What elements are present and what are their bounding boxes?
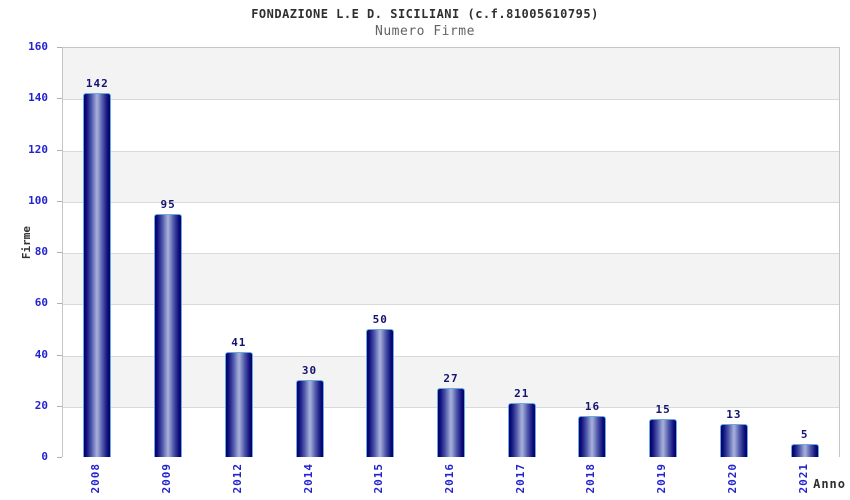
y-tick-mark bbox=[57, 354, 62, 356]
x-tick-label: 2018 bbox=[584, 463, 598, 494]
bar-value-label: 21 bbox=[514, 387, 530, 401]
x-tick-label: 2008 bbox=[89, 463, 103, 494]
bar-2008 bbox=[83, 93, 112, 457]
y-tick-label: 140 bbox=[28, 91, 48, 105]
bar-2015 bbox=[366, 328, 395, 457]
y-tick-mark bbox=[57, 149, 62, 151]
y-tick-mark bbox=[57, 47, 62, 48]
x-tick-label: 2020 bbox=[725, 463, 739, 494]
x-tick-label: 2016 bbox=[443, 463, 456, 494]
bar-2016 bbox=[437, 387, 465, 457]
gridline bbox=[63, 201, 839, 203]
bar-value-label: 95 bbox=[160, 197, 176, 211]
x-tick-label: 2015 bbox=[372, 463, 386, 494]
bar-value-label: 13 bbox=[726, 407, 742, 421]
gridline bbox=[63, 150, 839, 152]
y-tick-label: 0 bbox=[41, 450, 48, 463]
bar-2021 bbox=[790, 444, 819, 457]
gridline bbox=[63, 355, 839, 357]
plot-band bbox=[63, 48, 839, 100]
bar-2019 bbox=[649, 418, 678, 457]
y-tick-mark bbox=[57, 303, 62, 305]
plot-band bbox=[63, 253, 839, 305]
y-tick-mark bbox=[57, 200, 62, 202]
y-tick-label: 60 bbox=[34, 296, 48, 310]
x-tick-label: 2019 bbox=[655, 463, 669, 494]
y-tick-mark bbox=[57, 252, 62, 253]
y-tick-mark bbox=[57, 457, 62, 458]
y-tick-mark bbox=[57, 98, 62, 100]
x-tick-label: 2009 bbox=[160, 463, 174, 494]
bar-2020 bbox=[719, 423, 748, 457]
x-axis-title: Anno bbox=[813, 477, 846, 491]
plot-area bbox=[62, 47, 840, 458]
plot-band bbox=[63, 201, 839, 253]
chart-subtitle: Numero Firme bbox=[375, 24, 475, 39]
bar-value-label: 15 bbox=[655, 402, 671, 416]
bar-value-label: 30 bbox=[301, 364, 318, 378]
bar-2009 bbox=[154, 213, 183, 457]
bar-2017 bbox=[507, 403, 536, 457]
y-tick-label: 120 bbox=[28, 142, 48, 156]
chart-title: FONDAZIONE L.E D. SICILIANI (c.f.8100561… bbox=[251, 7, 599, 21]
bar-value-label: 50 bbox=[372, 312, 388, 326]
plot-band bbox=[63, 150, 839, 202]
gridline bbox=[63, 304, 839, 306]
y-tick-label: 100 bbox=[28, 193, 48, 207]
bar-value-label: 27 bbox=[443, 371, 459, 385]
bar-value-label: 142 bbox=[85, 77, 109, 91]
bar-2014 bbox=[295, 380, 324, 457]
bar-value-label: 5 bbox=[800, 428, 809, 442]
y-tick-label: 40 bbox=[34, 347, 48, 361]
bar-value-label: 41 bbox=[231, 335, 247, 349]
y-tick-mark bbox=[57, 405, 62, 407]
bar-2018 bbox=[578, 416, 607, 457]
y-tick-label: 160 bbox=[28, 40, 48, 53]
x-tick-label: 2012 bbox=[230, 463, 244, 494]
x-tick-label: 2021 bbox=[796, 463, 810, 494]
gridline bbox=[63, 253, 839, 254]
gridline bbox=[63, 99, 839, 101]
bar-2012 bbox=[224, 351, 253, 457]
plot-band bbox=[63, 304, 839, 356]
plot-band bbox=[63, 99, 839, 151]
x-tick-label: 2017 bbox=[513, 463, 527, 494]
x-tick-label: 2014 bbox=[301, 463, 315, 494]
y-tick-label: 80 bbox=[34, 245, 48, 258]
y-tick-label: 20 bbox=[34, 398, 48, 412]
bar-value-label: 16 bbox=[584, 400, 601, 413]
